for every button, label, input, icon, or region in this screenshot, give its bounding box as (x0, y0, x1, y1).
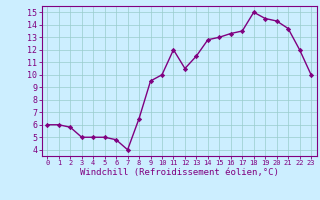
X-axis label: Windchill (Refroidissement éolien,°C): Windchill (Refroidissement éolien,°C) (80, 168, 279, 177)
